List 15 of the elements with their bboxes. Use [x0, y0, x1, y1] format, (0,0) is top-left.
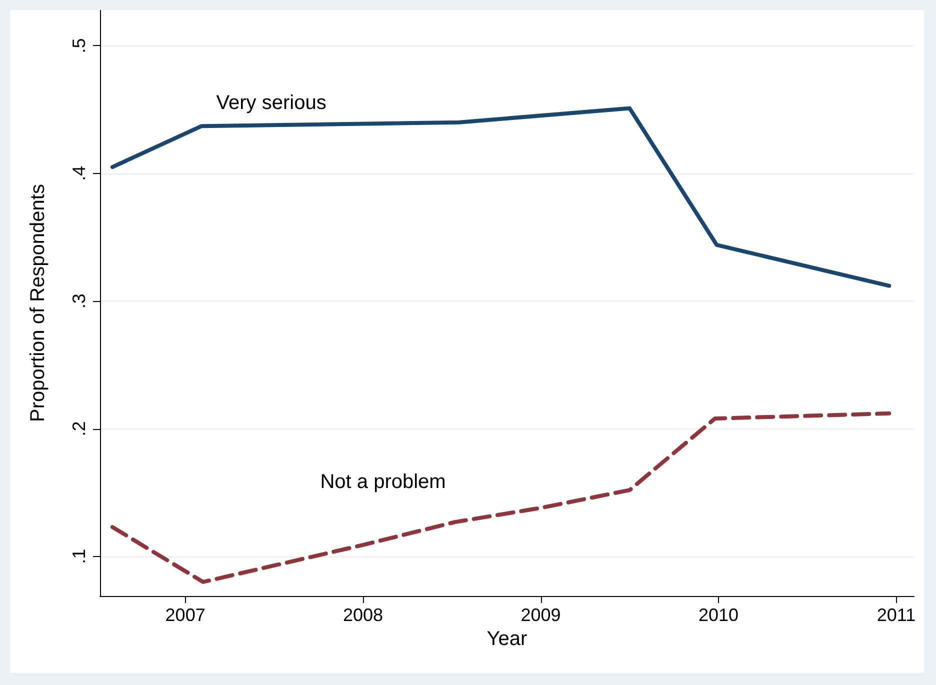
- y-axis-title: Proportion of Respondents: [27, 184, 49, 422]
- x-axis-title: Year: [486, 628, 528, 650]
- line-series: [110, 411, 892, 584]
- x-tick-label: 2011: [876, 605, 916, 625]
- x-tick-label: 2009: [520, 605, 561, 625]
- y-tick-label: .4: [69, 166, 89, 181]
- series-label: Very serious: [216, 92, 326, 114]
- x-tick-label: 2008: [343, 605, 384, 625]
- x-tick-label: 2007: [165, 605, 206, 625]
- y-tick-label: .1: [69, 548, 89, 564]
- y-tick-label: .2: [69, 421, 89, 436]
- series-label: Not a problem: [320, 470, 446, 493]
- y-tick-label: .3: [69, 294, 89, 309]
- y-tick-label: .5: [69, 38, 89, 54]
- x-tick-label: 2010: [698, 605, 739, 625]
